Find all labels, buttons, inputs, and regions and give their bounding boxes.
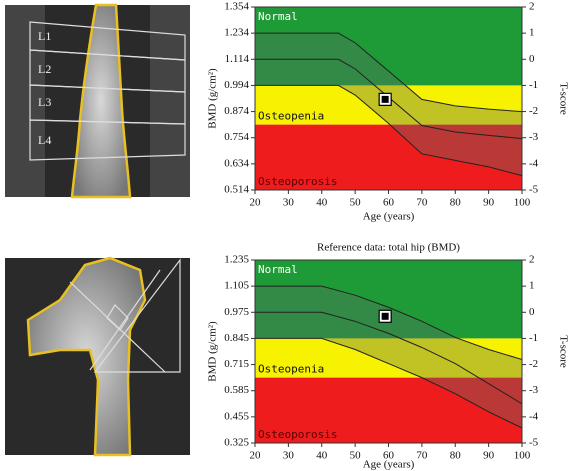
x-tick-label: 60: [383, 197, 395, 209]
reference-line: [255, 311, 522, 405]
x-tick-label: 90: [483, 450, 495, 462]
zone: [255, 377, 522, 443]
zone-label: Osteoporosis: [258, 175, 337, 188]
reference-line: [255, 58, 522, 140]
y2-tick-label: 2: [529, 1, 535, 13]
y-tick-label: 0.874: [224, 105, 249, 117]
zone-label: Normal: [258, 10, 298, 23]
x-tick-label: 50: [350, 197, 362, 209]
y2-tick-label: 2: [529, 254, 535, 266]
reference-line: [255, 337, 522, 429]
y2-tick-label: -2: [529, 105, 538, 117]
y-tick-label: 0.634: [224, 157, 249, 169]
zone-label: Normal: [258, 263, 298, 276]
zone-label: Osteopenia: [258, 363, 324, 376]
y-tick-label: 0.455: [224, 410, 249, 422]
y-tick-label: 1.354: [224, 1, 249, 13]
y2-tick-label: -2: [529, 358, 538, 370]
y2-tick-label: 0: [529, 306, 535, 318]
y2-axis-label: T-score: [557, 335, 569, 368]
reference-line: [255, 84, 522, 177]
x-tick-label: 100: [514, 197, 531, 209]
x-tick-label: 20: [250, 450, 262, 462]
hip-image: [5, 256, 190, 457]
spine-image: [5, 3, 190, 199]
vertebra-label: L3: [38, 95, 51, 109]
y-tick-label: 0.845: [224, 332, 249, 344]
x-tick-label: 80: [450, 450, 462, 462]
zone: [255, 124, 522, 190]
y-tick-label: 0.325: [224, 437, 249, 449]
x-axis-label: Age (years): [363, 459, 415, 471]
x-tick-label: 90: [483, 197, 495, 209]
y-tick-label: 0.994: [224, 79, 249, 91]
y-tick-label: 1.105: [224, 280, 249, 292]
x-tick-label: 70: [416, 450, 428, 462]
zone-label: Osteopenia: [258, 110, 324, 123]
patient-marker-core: [381, 95, 389, 103]
patient-marker-core: [381, 312, 389, 320]
y2-tick-label: 1: [529, 280, 535, 292]
reference-line: [255, 285, 522, 361]
y-tick-label: 0.975: [224, 306, 249, 318]
reference-band: [255, 286, 522, 428]
y-tick-label: 1.235: [224, 254, 249, 266]
x-tick-label: 80: [450, 197, 462, 209]
vertebra-label: L1: [38, 29, 51, 43]
vertebra-label: L2: [38, 62, 51, 76]
y-axis-label: BMD (g/cm²): [207, 321, 219, 382]
zone-label: Osteoporosis: [258, 428, 337, 441]
zone: [255, 7, 522, 86]
x-tick-label: 40: [316, 450, 328, 462]
x-tick-label: 30: [283, 197, 295, 209]
x-tick-label: 20: [250, 197, 262, 209]
y-tick-label: 0.585: [224, 384, 249, 396]
y-tick-label: 0.754: [224, 131, 249, 143]
x-axis-label: Age (years): [363, 211, 415, 223]
y2-axis-label: T-score: [557, 82, 569, 115]
x-tick-label: 50: [350, 450, 362, 462]
y2-tick-label: -4: [529, 157, 539, 169]
y2-tick-label: -5: [529, 184, 539, 196]
y2-tick-label: -1: [529, 332, 538, 344]
y-tick-label: 1.114: [225, 53, 250, 65]
x-tick-label: 30: [283, 450, 295, 462]
vertebra-label: L4: [38, 133, 51, 147]
y2-tick-label: 1: [529, 27, 535, 39]
y2-tick-label: -5: [529, 437, 539, 449]
zone: [255, 260, 522, 339]
y2-tick-label: -3: [529, 131, 539, 143]
y-tick-label: 1.234: [224, 27, 249, 39]
y2-tick-label: -3: [529, 384, 539, 396]
x-tick-label: 100: [514, 450, 531, 462]
y-axis-label: BMD (g/cm²): [207, 68, 219, 129]
y-tick-label: 0.514: [224, 184, 249, 196]
reference-line: [255, 32, 522, 113]
chart-title: Reference data: total hip (BMD): [317, 242, 460, 254]
x-tick-label: 70: [416, 197, 428, 209]
x-tick-label: 60: [383, 450, 395, 462]
x-tick-label: 40: [316, 197, 328, 209]
y2-tick-label: -1: [529, 79, 538, 91]
y2-tick-label: 0: [529, 53, 535, 65]
y-tick-label: 0.715: [224, 358, 249, 370]
y2-tick-label: -4: [529, 410, 539, 422]
